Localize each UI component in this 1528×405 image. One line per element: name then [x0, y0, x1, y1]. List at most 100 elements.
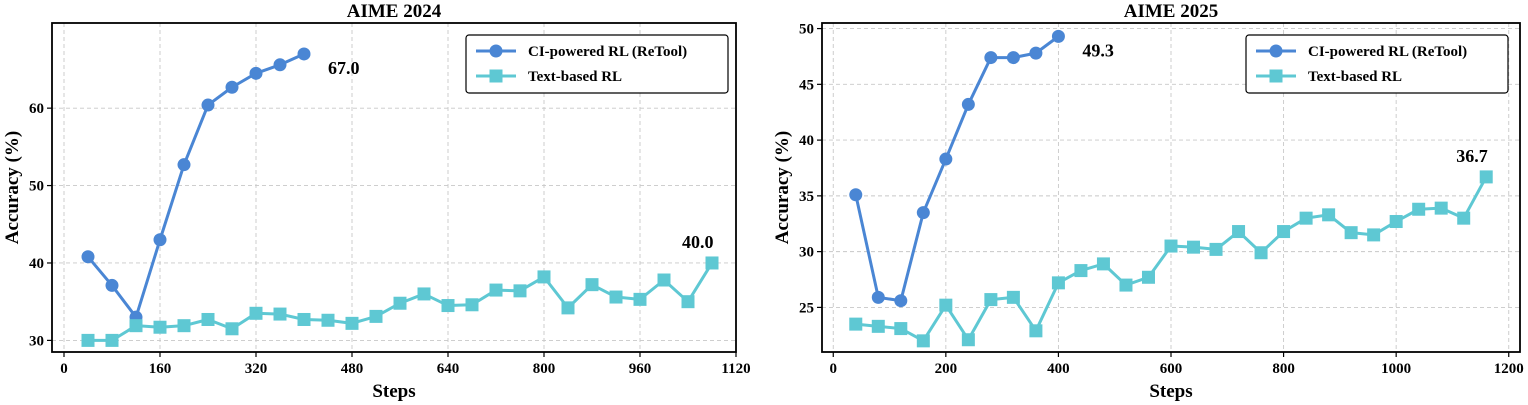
x-tick-label: 600: [1160, 361, 1183, 377]
data-point: [1232, 225, 1246, 239]
data-point: [537, 270, 551, 284]
data-point: [201, 98, 215, 112]
y-tick-label: 40: [29, 256, 44, 272]
data-point: [1164, 239, 1178, 253]
y-tick-label: 50: [799, 22, 814, 38]
data-point: [961, 333, 975, 347]
series-line-0: [854, 35, 1060, 303]
data-point: [681, 295, 695, 309]
y-tick-label: 40: [799, 133, 814, 149]
data-point: [177, 158, 191, 172]
data-point: [871, 290, 885, 304]
x-tick-label: 200: [935, 361, 958, 377]
legend-marker: [489, 69, 503, 83]
data-point: [393, 296, 407, 310]
x-tick-label: 640: [437, 361, 460, 377]
x-tick-label: 960: [629, 361, 652, 377]
data-point: [1254, 246, 1268, 260]
data-point: [1209, 242, 1223, 256]
data-point: [153, 233, 167, 247]
data-point: [1074, 264, 1088, 278]
legend: CI-powered RL (ReTool) Text-based RL: [465, 34, 729, 94]
data-point: [273, 58, 287, 72]
data-point: [1051, 276, 1065, 290]
data-point: [297, 312, 311, 326]
legend-box: [1245, 34, 1509, 94]
data-point: [1277, 225, 1291, 239]
legend-label: CI-powered RL (ReTool): [528, 44, 687, 60]
x-tick-label: 1000: [1381, 361, 1411, 377]
y-tick-label: 30: [799, 245, 814, 261]
y-tick-label: 50: [29, 179, 44, 195]
end-value-label: 67.0: [328, 58, 360, 78]
data-point: [871, 319, 885, 333]
data-point: [129, 319, 143, 333]
data-point: [894, 294, 908, 308]
data-point: [1367, 228, 1381, 242]
series-line-0: [86, 52, 305, 319]
plot-frame: [51, 22, 737, 353]
y-axis-label: Accuracy (%): [772, 131, 793, 244]
data-point: [849, 188, 863, 202]
x-axis-label: Steps: [1149, 381, 1192, 402]
y-tick-label: 45: [799, 77, 814, 93]
data-point: [297, 47, 311, 61]
y-tick-label: 35: [799, 189, 814, 205]
end-value-label: 49.3: [1082, 40, 1114, 60]
data-point: [961, 97, 975, 111]
data-point: [916, 206, 930, 220]
legend-label: CI-powered RL (ReTool): [1308, 44, 1467, 60]
data-point: [1051, 29, 1065, 43]
legend-marker: [1269, 44, 1283, 58]
data-point: [249, 306, 263, 320]
data-point: [1389, 215, 1403, 229]
data-point: [465, 298, 479, 312]
data-point: [849, 317, 863, 331]
data-point: [1006, 51, 1020, 65]
x-tick-label: 1120: [721, 361, 750, 377]
data-point: [225, 322, 239, 336]
data-point: [513, 284, 527, 298]
legend-marker: [1269, 69, 1283, 83]
data-point: [1187, 240, 1201, 254]
data-point: [984, 51, 998, 65]
data-point: [1096, 257, 1110, 271]
chart-title: AIME 2024: [347, 1, 442, 22]
data-point: [1119, 278, 1133, 292]
data-point: [1457, 211, 1471, 225]
end-value-label: 40.0: [682, 232, 714, 252]
legend-marker: [489, 44, 503, 58]
legend-box: [465, 34, 729, 94]
data-point: [81, 250, 95, 264]
data-point: [585, 278, 599, 292]
data-point: [273, 307, 287, 321]
chart-1: 0 200 400 600 800 1000 1200 25 30 35 40 45 50 49.3 36.…: [772, 1, 1524, 402]
chart-0: 0 160 320 480 640 800 960 1120 30 40 50 60 67.0 40.0 A…: [2, 1, 751, 402]
data-point: [633, 292, 647, 306]
data-point: [705, 256, 719, 270]
data-point: [105, 278, 119, 292]
legend-label: Text-based RL: [528, 69, 622, 85]
data-point: [1479, 170, 1493, 184]
data-point: [345, 316, 359, 330]
x-tick-label: 160: [149, 361, 172, 377]
data-point: [657, 273, 671, 287]
y-tick-label: 30: [29, 333, 44, 349]
data-point: [894, 322, 908, 336]
data-point: [1344, 226, 1358, 240]
data-point: [561, 301, 575, 315]
data-point: [105, 333, 119, 347]
plot-frame: [821, 22, 1521, 353]
data-point: [321, 313, 335, 327]
data-point: [984, 293, 998, 307]
y-axis-label: Accuracy (%): [2, 131, 23, 244]
data-point: [153, 320, 167, 334]
x-tick-label: 400: [1047, 361, 1070, 377]
data-point: [1141, 270, 1155, 284]
data-point: [1029, 46, 1043, 60]
data-point: [916, 334, 930, 348]
data-point: [201, 312, 215, 326]
data-point: [939, 152, 953, 166]
data-point: [1299, 211, 1313, 225]
legend-label: Text-based RL: [1308, 69, 1402, 85]
